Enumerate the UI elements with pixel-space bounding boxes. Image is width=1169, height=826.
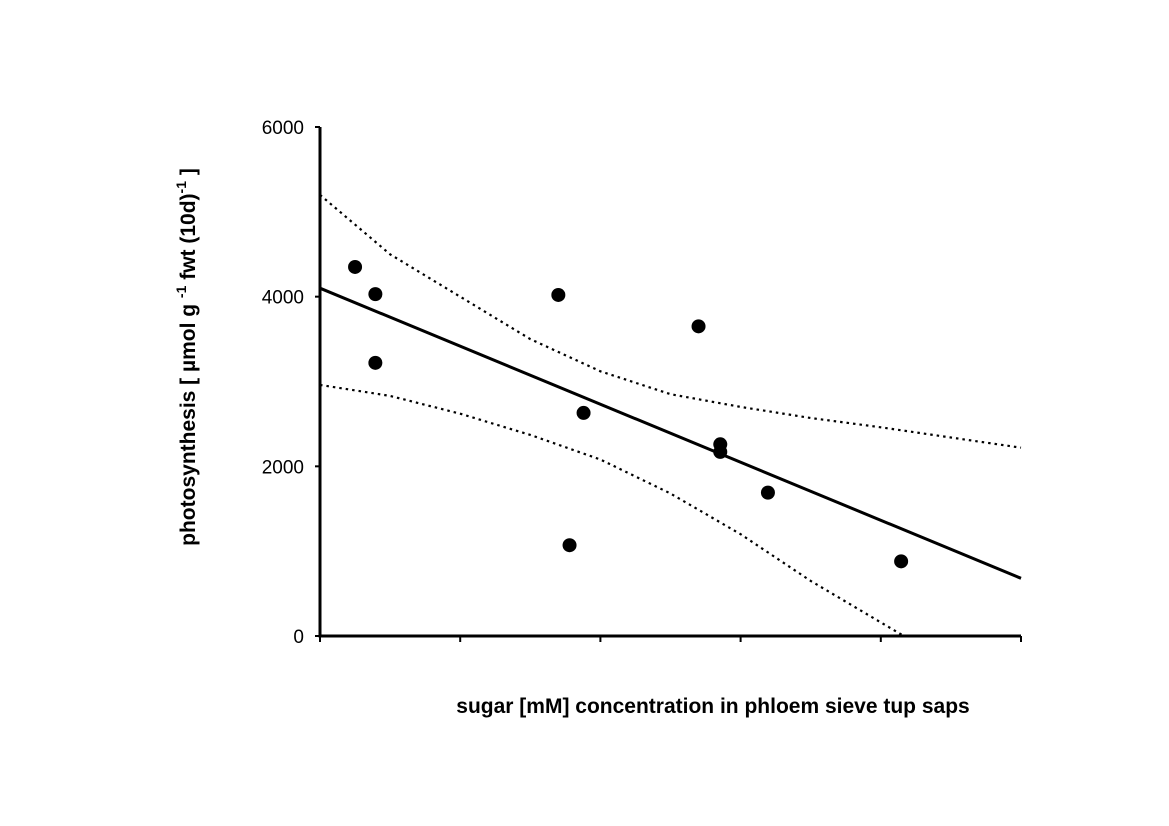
data-point	[368, 287, 383, 302]
data-points	[348, 259, 909, 569]
regression-line-group	[319, 286, 1022, 580]
y-axis-label-superscript: -1	[173, 285, 189, 298]
data-point	[894, 554, 909, 569]
confidence-band-lower	[319, 383, 905, 637]
y-axis-label: photosynthesis [ µmol g -1 fwt (10d)-1 ]	[173, 168, 200, 546]
y-axis-label-superscript: -1	[173, 181, 189, 194]
regression-line	[319, 286, 1022, 580]
data-point	[713, 444, 728, 459]
y-axis-label-part: ]	[177, 168, 200, 181]
y-axis-label-part: photosynthesis [ µmol g	[177, 298, 200, 546]
x-ticks	[319, 636, 1022, 642]
confidence-band-upper	[319, 194, 1022, 449]
data-point	[551, 287, 566, 302]
y-tick-label: 0	[293, 627, 304, 648]
data-point	[562, 538, 577, 553]
data-point	[760, 485, 775, 500]
data-point	[691, 319, 706, 334]
y-tick-label: 2000	[262, 457, 304, 478]
data-point	[576, 405, 591, 420]
data-point	[348, 259, 363, 274]
axes	[318, 127, 1021, 638]
y-tick-label: 4000	[262, 288, 304, 309]
y-ticks: 0 2000 4000 6000	[262, 118, 320, 648]
x-axis-label: sugar [mM] concentration in phloem sieve…	[456, 695, 969, 718]
y-axis-label-part: fwt (10d)	[177, 193, 200, 285]
data-point	[368, 355, 383, 370]
confidence-bands	[319, 194, 1022, 637]
y-tick-label: 6000	[262, 118, 304, 139]
